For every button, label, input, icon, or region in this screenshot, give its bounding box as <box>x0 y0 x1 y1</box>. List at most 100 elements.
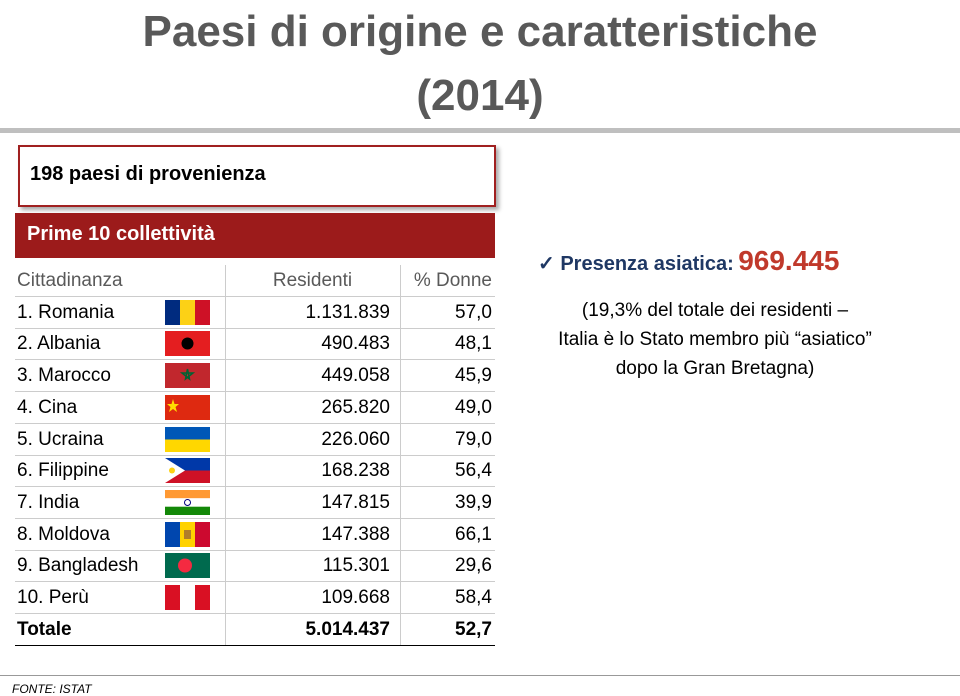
cell-border <box>400 455 401 487</box>
cell: 109.668 <box>321 587 390 608</box>
cell: 48,1 <box>455 333 492 355</box>
cell-border <box>225 265 226 296</box>
note-line: Italia è lo Stato membro più “asiatico” <box>558 329 872 350</box>
table-row: 2. Albania 490.483 48,1 <box>15 328 495 361</box>
flag <box>165 426 210 452</box>
cell: 3. Marocco <box>17 365 111 387</box>
cell: 10. Perù <box>17 587 89 608</box>
table-row: Totale 5.014.437 52,7 <box>15 613 495 646</box>
table-row: 7. India 147.815 39,9 <box>15 486 495 519</box>
cell: 7. India <box>17 491 80 513</box>
cell-border <box>225 582 226 613</box>
cell: Totale <box>17 618 72 640</box>
cell-border <box>400 265 401 296</box>
cell-border <box>400 518 401 550</box>
cell: 1.131.839 <box>305 301 390 323</box>
cell: 5.014.437 <box>305 618 390 640</box>
cell: 1. Romania <box>17 301 115 323</box>
flag <box>165 489 210 515</box>
table-row: 3. Marocco 449.058 45,9 <box>15 360 495 393</box>
title: Paesi di origine e caratteristiche (2014… <box>0 0 960 128</box>
cell-border <box>225 613 226 645</box>
flag <box>165 331 210 357</box>
table-row: 4. Cina 265.820 49,0 <box>15 391 495 424</box>
cell: 9. Bangladesh <box>17 555 139 577</box>
title-line: Paesi di origine e caratteristiche <box>142 7 818 56</box>
table-row: 6. Filippine 168.238 56,4 <box>15 455 495 488</box>
asia-value: 969.445 <box>738 245 840 276</box>
asia-note: (19,3% del totale dei residenti – Italia… <box>505 296 925 383</box>
cell-border <box>400 391 401 423</box>
column-header: Cittadinanza <box>17 270 123 291</box>
info-box: 198 paesi di provenienza <box>18 145 496 207</box>
cell-border <box>225 296 226 328</box>
cell-border <box>225 423 226 455</box>
flag <box>165 394 210 420</box>
cell: 8. Moldova <box>17 523 110 545</box>
cell: 168.238 <box>321 460 390 482</box>
cell-border <box>400 613 401 645</box>
info-text: 198 paesi di provenienza <box>30 163 266 185</box>
cell: 58,4 <box>455 587 492 608</box>
cell: 147.815 <box>321 491 390 513</box>
footer-rule <box>0 675 960 676</box>
column-header: Residenti <box>272 270 353 291</box>
cell: 39,9 <box>455 491 492 513</box>
cell-border <box>225 518 226 550</box>
cell-border <box>400 328 401 360</box>
cell-border <box>400 296 401 328</box>
cell-border <box>400 550 401 582</box>
cell-border <box>400 582 401 613</box>
flag <box>165 363 210 389</box>
title-rule <box>0 128 960 133</box>
asia-label: Presenza asiatica: <box>560 253 734 275</box>
table-row: 5. Ucraina 226.060 79,0 <box>15 423 495 456</box>
cell: 147.388 <box>321 523 390 545</box>
caption-text: Prime 10 collettività <box>27 223 215 245</box>
table-row: 8. Moldova 147.388 66,1 <box>15 518 495 551</box>
asia-highlight: ✓ Presenza asiatica: 969.445 <box>538 245 938 277</box>
cell: 45,9 <box>455 365 492 387</box>
table-row: 1. Romania 1.131.839 57,0 <box>15 296 495 329</box>
cell: 49,0 <box>455 396 492 418</box>
cell-border <box>225 360 226 392</box>
source: FONTE: ISTAT <box>12 682 92 696</box>
cell: 6. Filippine <box>17 460 109 482</box>
note-line: (19,3% del totale dei residenti – <box>581 300 849 321</box>
cell-border <box>225 550 226 582</box>
check: ✓ <box>538 253 561 275</box>
cell: 490.483 <box>321 333 390 355</box>
cell: 79,0 <box>455 428 492 450</box>
cell: 5. Ucraina <box>17 428 104 450</box>
cell-border <box>225 486 226 518</box>
column-header: % Donne <box>413 270 492 291</box>
flag <box>165 299 210 325</box>
cell-border <box>400 486 401 518</box>
cell: 226.060 <box>321 428 390 450</box>
cell: 2. Albania <box>17 333 101 355</box>
cell: 57,0 <box>455 301 492 323</box>
table-row: 9. Bangladesh 115.301 29,6 <box>15 550 495 583</box>
cell: 449.058 <box>321 365 390 387</box>
cell: 29,6 <box>455 555 492 577</box>
flag <box>165 553 210 579</box>
cell: 4. Cina <box>17 396 78 418</box>
title-line: (2014) <box>416 71 544 120</box>
table-caption: Prime 10 collettività <box>15 213 495 258</box>
cell: 52,7 <box>455 618 492 640</box>
cell: 66,1 <box>455 523 492 545</box>
cell-border <box>225 455 226 487</box>
cell: 265.820 <box>321 396 390 418</box>
flag <box>165 585 210 610</box>
cell-border <box>400 360 401 392</box>
cell-border <box>225 391 226 423</box>
note-line: dopo la Gran Bretagna) <box>615 358 815 379</box>
cell-border <box>400 423 401 455</box>
cell: 56,4 <box>455 460 492 482</box>
flag <box>165 458 210 484</box>
flag <box>165 521 210 547</box>
cell: 115.301 <box>322 555 390 577</box>
cell-border <box>225 328 226 360</box>
table-row: 10. Perù 109.668 58,4 <box>15 582 495 614</box>
